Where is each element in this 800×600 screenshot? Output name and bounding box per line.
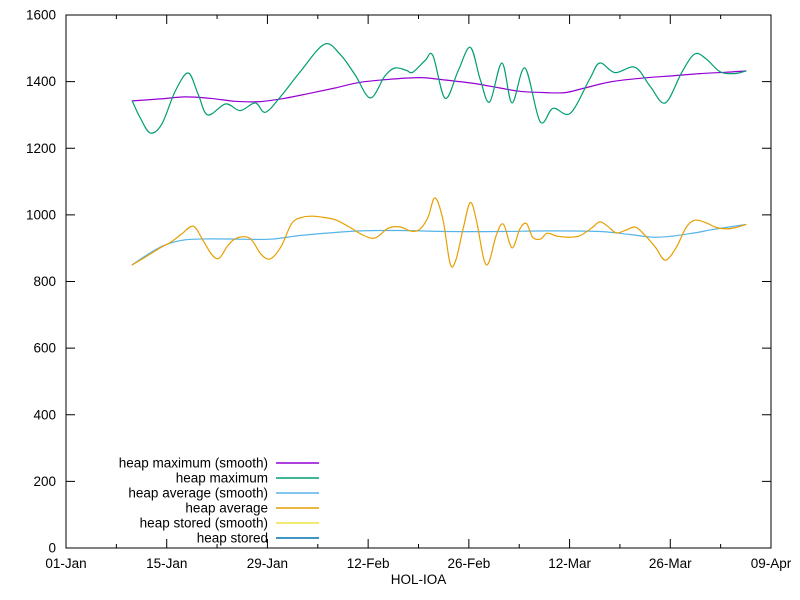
y-tick-label: 1400 xyxy=(26,74,56,89)
series-line-heap-average-smooth xyxy=(131,223,747,266)
y-tick-label: 1200 xyxy=(26,141,56,156)
legend-label: heap stored (smooth) xyxy=(140,516,268,531)
legend-label: heap average xyxy=(185,501,268,516)
axes-layer: 0 200 400 600 800 1000 1200 1400 1600 01-Jan 15-Ja… xyxy=(26,8,792,572)
legend-label: heap maximum xyxy=(176,471,268,486)
series-line-heap-maximum xyxy=(131,43,747,134)
y-tick-label: 800 xyxy=(33,274,56,289)
legend-entry: heap stored (smooth) xyxy=(140,516,319,531)
x-axis-title: HOL-IOA xyxy=(391,572,447,587)
legend-label: heap maximum (smooth) xyxy=(119,456,268,471)
y-tick-label: 1600 xyxy=(26,8,56,23)
series-line-heap-maximum-smooth xyxy=(131,70,747,103)
x-tick-label: 26-Feb xyxy=(447,556,490,571)
legend-entry: heap average (smooth) xyxy=(128,486,319,501)
x-tick-label: 15-Jan xyxy=(146,556,187,571)
series-line-heap-average xyxy=(131,197,747,268)
y-tick-label: 600 xyxy=(33,341,56,356)
series-layer xyxy=(131,43,747,268)
legend-entry: heap stored xyxy=(197,531,319,546)
x-tick-label: 01-Jan xyxy=(45,556,86,571)
legend-entry: heap maximum xyxy=(176,471,319,486)
legend-entry: heap maximum (smooth) xyxy=(119,456,319,471)
x-tick-label: 26-Mar xyxy=(649,556,692,571)
x-tick-label: 29-Jan xyxy=(247,556,288,571)
y-tick-label: 0 xyxy=(48,541,56,556)
legend-label: heap average (smooth) xyxy=(128,486,268,501)
x-tick-label: 12-Feb xyxy=(347,556,390,571)
x-tick-label: 12-Mar xyxy=(548,556,591,571)
legend-entry: heap average xyxy=(185,501,319,516)
legend-label: heap stored xyxy=(197,531,268,546)
y-tick-label: 400 xyxy=(33,407,56,422)
y-tick-label: 1000 xyxy=(26,207,56,222)
y-tick-label: 200 xyxy=(33,474,56,489)
x-tick-label: 09-Apr xyxy=(751,556,792,571)
